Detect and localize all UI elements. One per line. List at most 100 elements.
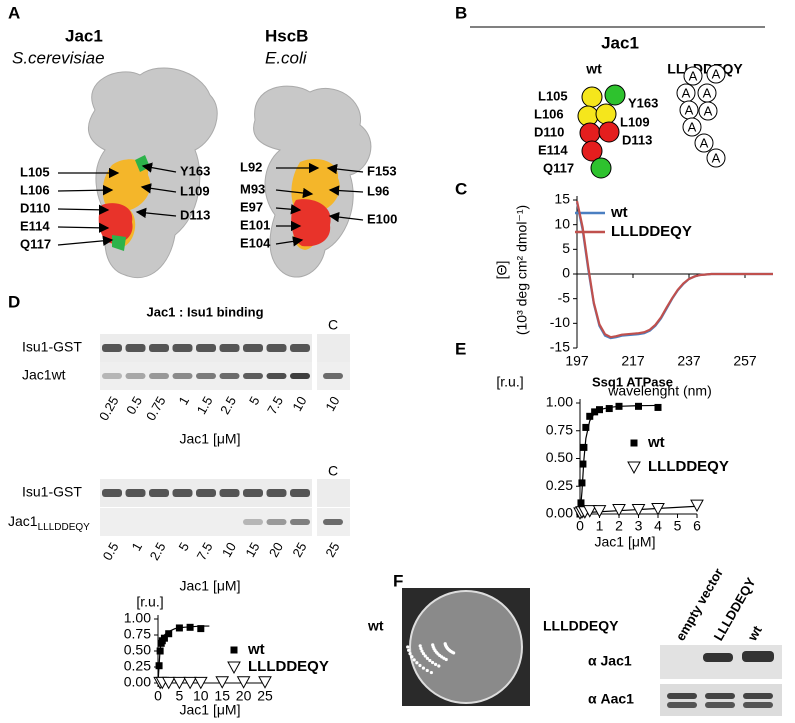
arrow <box>141 162 177 173</box>
x-tick-label: 6 <box>693 518 701 534</box>
y-tick-label: 0.00 <box>124 674 151 690</box>
arrow <box>57 235 114 247</box>
row-label-main: Jac1 <box>8 513 38 529</box>
legend-swatch <box>627 461 641 475</box>
y-tick-label: 1.00 <box>546 394 573 410</box>
legend-swatch <box>227 661 241 675</box>
x-axis-label: Jac1 [μM] <box>595 534 656 550</box>
protein-surface <box>87 67 372 279</box>
residue-label: L106 <box>20 182 50 197</box>
species: S.cerevisiae <box>12 48 105 67</box>
panel-label: E <box>455 339 466 358</box>
arrow <box>135 207 177 219</box>
x-tick-label: 15 <box>214 688 230 704</box>
legend-label: wt <box>247 641 265 658</box>
lane-label: 25 <box>322 540 342 560</box>
column-label: wt <box>585 61 602 77</box>
marker <box>215 676 230 689</box>
band <box>125 373 146 379</box>
marker <box>183 676 197 690</box>
band <box>102 344 122 352</box>
marker <box>156 647 164 655</box>
x-tick-label: 2 <box>615 518 623 534</box>
colony <box>415 661 419 665</box>
marker <box>161 676 176 690</box>
band <box>243 373 263 379</box>
legend-label: LLLDDEQY <box>611 223 692 240</box>
lane-label: 20 <box>266 540 286 560</box>
protein-title: Jac1 <box>65 26 103 45</box>
y-tick-label: 5 <box>562 240 570 256</box>
band <box>290 489 310 497</box>
y-tick-label: 10 <box>554 215 570 231</box>
band <box>172 373 193 379</box>
band <box>196 489 216 497</box>
marker <box>160 634 168 642</box>
colony <box>433 662 438 666</box>
marker <box>578 479 586 487</box>
lane-label: 10 <box>289 394 309 414</box>
lane-label: 7.5 <box>194 540 216 563</box>
marker <box>586 412 594 420</box>
y-tick-label: -10 <box>550 314 570 330</box>
band <box>196 344 216 352</box>
marker <box>236 676 251 689</box>
marker <box>605 405 613 413</box>
x-tick-label: 0 <box>576 518 584 534</box>
control-label: C <box>328 463 338 479</box>
alanine-circle <box>682 117 702 137</box>
residue-label: E101 <box>240 217 270 232</box>
residue-label: M93 <box>240 181 265 196</box>
band <box>149 344 169 352</box>
colony <box>410 655 414 659</box>
alanine-label: A <box>700 135 709 150</box>
band <box>266 489 287 497</box>
blot <box>317 334 350 362</box>
y-tick-label: 0.25 <box>124 658 151 674</box>
residue-label: L109 <box>620 114 650 129</box>
x-tick-label: 197 <box>565 353 589 369</box>
residue-label: D110 <box>20 200 50 215</box>
lane-label: 15 <box>242 540 262 560</box>
residue-label: F153 <box>367 163 397 178</box>
band <box>243 489 263 497</box>
alanine-label: A <box>712 150 721 165</box>
colony <box>428 658 432 663</box>
alanine-label: A <box>703 85 712 100</box>
colony <box>444 657 448 662</box>
band <box>266 344 287 352</box>
arrow <box>328 185 364 196</box>
alanine-circle <box>706 148 726 168</box>
alanine-label: A <box>682 85 691 100</box>
alanine-label: A <box>685 102 694 117</box>
x-tick-label: 0 <box>154 688 162 704</box>
band <box>323 519 343 525</box>
marker <box>635 402 642 410</box>
lane-label: 5 <box>175 540 192 554</box>
lane-label: 7.5 <box>264 394 286 417</box>
y-tick-label: -15 <box>550 339 570 355</box>
chart: 0.000.250.500.751.00 0 5 10 15 20 25 [r.u.] Jac1… <box>124 594 329 718</box>
legend-label: LLLDDEQY <box>648 458 729 475</box>
legend-label: wt <box>647 434 665 451</box>
lane-label: 1 <box>175 394 192 408</box>
band <box>172 344 193 352</box>
chart-title: Ssq1 ATPase <box>592 374 673 389</box>
western-blot <box>660 645 782 716</box>
residue-circle <box>581 86 603 108</box>
species: E.coli <box>265 48 308 67</box>
marker <box>577 499 585 507</box>
residue-circle <box>595 103 617 125</box>
alanine-circle <box>706 64 726 84</box>
marker <box>155 662 163 670</box>
blot <box>317 479 350 507</box>
residue-circle <box>581 140 603 162</box>
colony <box>412 658 416 662</box>
lane-label: 0.25 <box>96 394 122 423</box>
colony <box>421 666 426 670</box>
x-axis-label: wavelenght (nm) <box>607 383 712 399</box>
colony <box>420 649 424 653</box>
y-tick-label: 0.00 <box>546 505 573 521</box>
arrow <box>275 204 302 215</box>
column-label: LLLDDEQY <box>667 61 743 77</box>
